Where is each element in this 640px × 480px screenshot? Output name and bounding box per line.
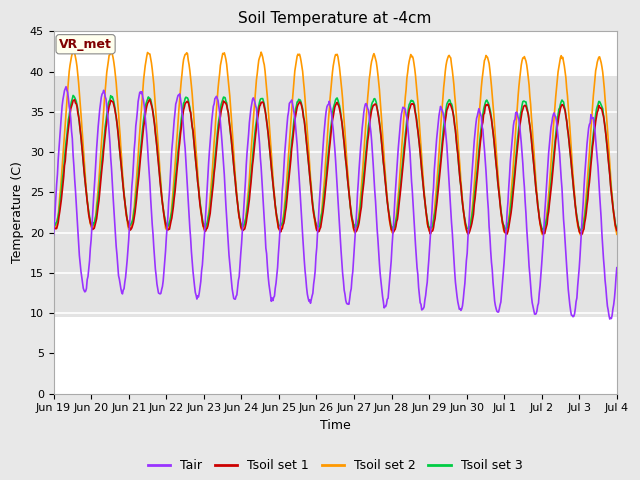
Tsoil set 3 xyxy=(421,199,429,204)
Tsoil set 3 xyxy=(576,228,584,234)
Text: VR_met: VR_met xyxy=(59,38,112,51)
Bar xyxy=(54,76,617,317)
Tsoil set 2 xyxy=(205,204,213,209)
Tsoil set 2 xyxy=(577,232,584,238)
Tsoil set 3 xyxy=(50,220,58,226)
Tair xyxy=(205,148,213,154)
Tair xyxy=(613,265,621,271)
Tsoil set 1 xyxy=(613,228,621,233)
Tair xyxy=(176,91,184,97)
Tair xyxy=(606,316,614,322)
Tsoil set 2 xyxy=(118,170,126,176)
Tair xyxy=(118,291,126,297)
Tair xyxy=(404,131,412,137)
Tsoil set 1 xyxy=(60,174,68,180)
Tsoil set 3 xyxy=(404,106,412,111)
Tair xyxy=(62,84,70,90)
Tsoil set 2 xyxy=(421,196,429,202)
Tsoil set 1 xyxy=(464,231,472,237)
Tair xyxy=(60,92,68,98)
Tsoil set 1 xyxy=(50,223,58,228)
Line: Tsoil set 2: Tsoil set 2 xyxy=(54,52,617,235)
Tair xyxy=(421,297,429,303)
Y-axis label: Temperature (C): Temperature (C) xyxy=(11,162,24,264)
Tsoil set 3 xyxy=(613,226,621,232)
Tsoil set 2 xyxy=(108,49,115,55)
Legend: Tair, Tsoil set 1, Tsoil set 2, Tsoil set 3: Tair, Tsoil set 1, Tsoil set 2, Tsoil se… xyxy=(143,454,527,477)
Tsoil set 2 xyxy=(613,231,621,237)
Tsoil set 1 xyxy=(404,113,412,119)
Line: Tsoil set 3: Tsoil set 3 xyxy=(54,96,617,231)
Tsoil set 3 xyxy=(176,132,184,138)
X-axis label: Time: Time xyxy=(320,419,351,432)
Tsoil set 3 xyxy=(60,166,68,171)
Tsoil set 2 xyxy=(404,63,412,69)
Tsoil set 1 xyxy=(176,140,184,146)
Tsoil set 2 xyxy=(60,142,68,147)
Tair xyxy=(50,232,58,238)
Tsoil set 3 xyxy=(205,209,213,215)
Tsoil set 3 xyxy=(69,93,77,98)
Tsoil set 1 xyxy=(118,168,125,174)
Line: Tair: Tair xyxy=(54,87,617,319)
Tsoil set 1 xyxy=(205,215,213,221)
Title: Soil Temperature at -4cm: Soil Temperature at -4cm xyxy=(239,11,432,26)
Tsoil set 2 xyxy=(50,224,58,230)
Tsoil set 1 xyxy=(421,198,429,204)
Tsoil set 2 xyxy=(176,96,184,102)
Tsoil set 1 xyxy=(146,96,154,102)
Line: Tsoil set 1: Tsoil set 1 xyxy=(54,99,617,234)
Tsoil set 3 xyxy=(118,177,126,182)
